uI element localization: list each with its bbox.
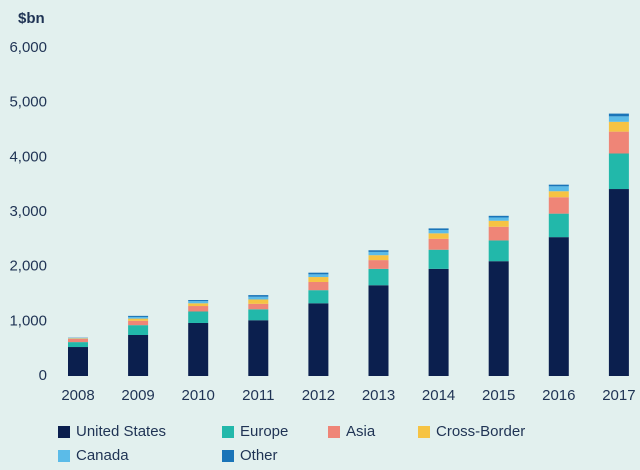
legend-label: Other	[240, 447, 278, 464]
legend-swatch	[328, 426, 340, 438]
bar-segment	[549, 186, 569, 191]
legend-swatch	[58, 426, 70, 438]
bar-segment	[248, 304, 268, 309]
bar-segment	[248, 309, 268, 320]
bar-segment	[188, 306, 208, 311]
legend-swatch	[222, 426, 234, 438]
x-tick-label: 2012	[302, 387, 335, 404]
bar-segment	[609, 116, 629, 121]
x-tick-label: 2008	[61, 387, 94, 404]
bar-segment	[308, 277, 328, 282]
bar-segment	[429, 239, 449, 250]
bar-segment	[188, 311, 208, 322]
bar-segment	[128, 335, 148, 376]
bar-segment	[429, 228, 449, 230]
bar-segment	[549, 237, 569, 376]
x-tick-label: 2009	[121, 387, 154, 404]
bar-segment	[489, 217, 509, 220]
bar-segment	[308, 303, 328, 376]
y-tick-label: 1,000	[9, 312, 47, 329]
legend-label: Europe	[240, 423, 288, 440]
x-tick-label: 2017	[602, 387, 635, 404]
legend-label: United States	[76, 423, 166, 440]
bar-segment	[68, 347, 88, 376]
bar-segment	[188, 303, 208, 306]
bar-segment	[609, 154, 629, 190]
y-tick-label: 0	[39, 367, 47, 384]
x-tick-label: 2010	[182, 387, 215, 404]
bar-segment	[429, 230, 449, 233]
bar-segment	[369, 255, 389, 260]
bar-segment	[549, 214, 569, 238]
bar-segment	[609, 122, 629, 132]
y-axis-label: $bn	[18, 10, 45, 27]
bar-segment	[68, 342, 88, 347]
bar-segment	[68, 338, 88, 339]
bar-segment	[248, 320, 268, 376]
legend-label: Cross-Border	[436, 423, 525, 440]
legend-swatch	[418, 426, 430, 438]
bar-segment	[549, 191, 569, 197]
x-tick-label: 2011	[242, 387, 274, 404]
bar-segment	[369, 269, 389, 285]
bar-segment	[128, 317, 148, 319]
legend-swatch	[58, 450, 70, 462]
bar-segment	[609, 189, 629, 376]
x-tick-label: 2015	[482, 387, 515, 404]
y-tick-label: 3,000	[9, 203, 47, 220]
bar-segment	[188, 301, 208, 303]
bar-segment	[489, 240, 509, 261]
bar-segment	[188, 300, 208, 301]
legend-label: Asia	[346, 423, 376, 440]
bar-segment	[308, 282, 328, 290]
bar-segment	[308, 274, 328, 277]
y-tick-label: 4,000	[9, 148, 47, 165]
bar-segment	[429, 233, 449, 238]
bar-segment	[609, 114, 629, 117]
bar-segment	[369, 260, 389, 269]
x-tick-label: 2013	[362, 387, 395, 404]
bar-segment	[128, 325, 148, 335]
y-tick-label: 5,000	[9, 94, 47, 111]
bar-segment	[489, 261, 509, 376]
bar-segment	[369, 252, 389, 255]
bar-segment	[489, 221, 509, 227]
legend-label: Canada	[76, 447, 129, 464]
bar-segment	[308, 290, 328, 303]
bar-segment	[549, 197, 569, 213]
bar-segment	[188, 323, 208, 376]
bar-segment	[489, 227, 509, 241]
bar-segment	[68, 339, 88, 342]
bar-segment	[128, 321, 148, 325]
bar-segment	[128, 319, 148, 321]
bar-segment	[369, 285, 389, 376]
bar-segment	[429, 250, 449, 269]
bar-segment	[248, 299, 268, 303]
y-tick-label: 2,000	[9, 258, 47, 275]
bar-segment	[248, 295, 268, 297]
bar-segment	[489, 216, 509, 218]
x-tick-label: 2014	[422, 387, 455, 404]
bar-segment	[308, 273, 328, 275]
bar-segment	[609, 132, 629, 154]
bar-segment	[369, 250, 389, 252]
bar-segment	[248, 297, 268, 300]
bar-segment	[549, 185, 569, 187]
x-tick-label: 2016	[542, 387, 575, 404]
bar-segment	[429, 269, 449, 376]
bar-segment	[128, 316, 148, 317]
y-tick-label: 6,000	[9, 39, 47, 56]
legend-swatch	[222, 450, 234, 462]
